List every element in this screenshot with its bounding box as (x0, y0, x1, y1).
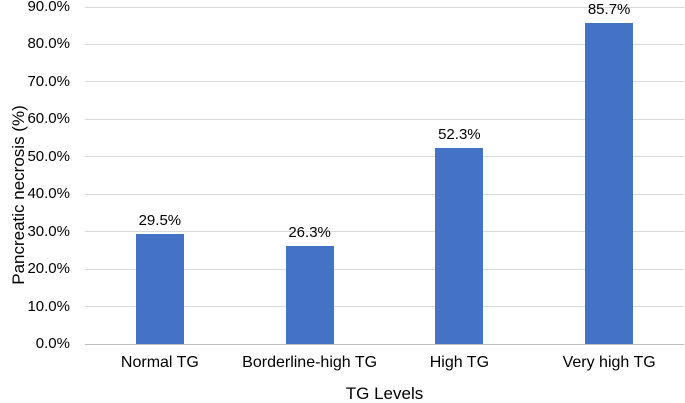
y-tick-label: 70.0% (27, 72, 70, 90)
x-category-label: Normal TG (120, 354, 199, 371)
y-tick-label: 0.0% (35, 335, 70, 352)
y-tick-label: 10.0% (27, 297, 70, 315)
gridline (85, 6, 684, 8)
bar-data-label: 29.5% (138, 211, 182, 229)
gridline (85, 118, 684, 120)
y-tick-label: 40.0% (27, 185, 70, 203)
y-tick-label: 30.0% (27, 222, 70, 240)
bar (435, 148, 484, 344)
x-category-label: Borderline-high TG (242, 354, 378, 371)
bar-data-label: 52.3% (438, 126, 481, 144)
y-tick-label: 60.0% (27, 110, 70, 128)
x-category-label: High TG (429, 354, 490, 371)
bar (285, 245, 334, 344)
gridline (85, 231, 684, 233)
plot-area (85, 6, 684, 345)
y-tick-label: 80.0% (27, 35, 70, 53)
x-axis-line (85, 343, 684, 345)
gridline (85, 81, 684, 83)
gridline (85, 193, 684, 195)
bar (135, 233, 184, 344)
gridline (85, 268, 684, 270)
x-category-label: Very high TG (562, 354, 656, 371)
y-tick-label: 90.0% (27, 0, 70, 15)
bar-data-label: 26.3% (288, 223, 331, 241)
y-tick-label: 50.0% (27, 147, 70, 165)
x-axis-title: TG Levels (345, 384, 424, 403)
gridline (85, 306, 684, 308)
gridline (85, 156, 684, 158)
bar-data-label: 85.7% (587, 1, 631, 19)
gridline (85, 43, 684, 45)
y-tick-label: 20.0% (27, 260, 70, 278)
bar (585, 23, 634, 344)
